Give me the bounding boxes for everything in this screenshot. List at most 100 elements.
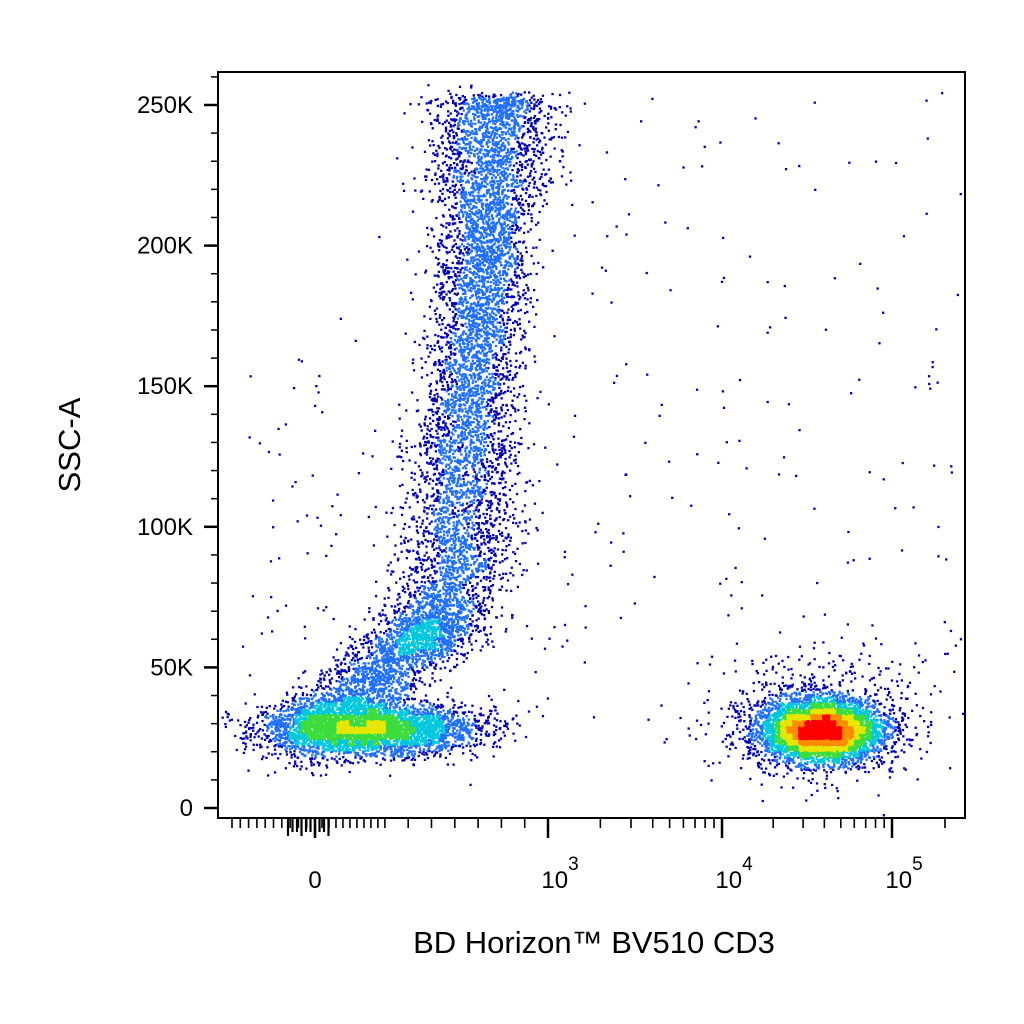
event-dot bbox=[242, 732, 244, 734]
event-dot bbox=[493, 554, 495, 556]
event-dot bbox=[548, 105, 550, 107]
event-dot bbox=[280, 703, 282, 705]
event-dot bbox=[317, 686, 319, 688]
event-dot bbox=[535, 527, 537, 529]
event-dot bbox=[449, 191, 451, 193]
event-dot bbox=[523, 232, 525, 234]
event-dot bbox=[526, 298, 528, 300]
event-dot bbox=[416, 529, 418, 531]
event-dot bbox=[408, 526, 410, 528]
event-dot bbox=[668, 461, 670, 463]
event-dot bbox=[434, 310, 436, 312]
event-dot bbox=[432, 251, 434, 253]
event-dot bbox=[878, 342, 880, 344]
event-dot bbox=[263, 733, 265, 735]
event-dot bbox=[438, 423, 440, 425]
event-dot bbox=[502, 425, 504, 427]
event-dot bbox=[456, 227, 458, 229]
event-dot bbox=[781, 660, 783, 662]
event-dot bbox=[507, 533, 509, 535]
event-dot bbox=[726, 746, 728, 748]
event-dot bbox=[325, 685, 327, 687]
event-dot bbox=[441, 381, 443, 383]
event-dot bbox=[455, 132, 457, 134]
event-dot bbox=[947, 653, 949, 655]
event-dot bbox=[539, 178, 541, 180]
event-dot bbox=[533, 138, 535, 140]
event-dot bbox=[452, 131, 454, 133]
event-dot bbox=[245, 702, 247, 704]
event-dot bbox=[446, 304, 448, 306]
event-dot bbox=[249, 674, 251, 676]
event-dot bbox=[517, 263, 519, 265]
event-dot bbox=[423, 315, 425, 317]
event-dot bbox=[896, 734, 898, 736]
event-dot bbox=[505, 628, 507, 630]
event-dot bbox=[510, 414, 512, 416]
event-dot bbox=[528, 104, 530, 106]
event-dot bbox=[769, 326, 771, 328]
event-dot bbox=[395, 582, 397, 584]
event-dot bbox=[447, 132, 449, 134]
event-dot bbox=[483, 614, 485, 616]
event-dot bbox=[739, 715, 741, 717]
event-dot bbox=[474, 720, 476, 722]
event-dot bbox=[832, 666, 834, 668]
event-dot bbox=[530, 255, 532, 257]
event-dot bbox=[470, 643, 472, 645]
event-dot bbox=[660, 704, 662, 706]
event-dot bbox=[249, 736, 251, 738]
event-dot bbox=[475, 576, 477, 578]
event-dot bbox=[809, 678, 811, 680]
event-dot bbox=[456, 322, 458, 324]
event-dot bbox=[493, 731, 495, 733]
event-dot bbox=[704, 146, 706, 148]
event-dot bbox=[252, 724, 254, 726]
event-dot bbox=[516, 285, 518, 287]
event-dot bbox=[527, 231, 529, 233]
event-dot bbox=[522, 385, 524, 387]
event-dot bbox=[222, 717, 224, 719]
event-dot bbox=[354, 628, 356, 630]
event-dot bbox=[481, 645, 483, 647]
event-dot bbox=[363, 636, 365, 638]
event-dot bbox=[592, 201, 594, 203]
event-dot bbox=[437, 698, 439, 700]
event-dot bbox=[880, 687, 882, 689]
event-dot bbox=[486, 608, 488, 610]
event-dot bbox=[534, 105, 536, 107]
event-dot bbox=[894, 507, 896, 509]
event-dot bbox=[502, 519, 504, 521]
event-dot bbox=[816, 582, 818, 584]
event-dot bbox=[915, 693, 917, 695]
event-dot bbox=[432, 458, 434, 460]
event-dot bbox=[434, 334, 436, 336]
event-dot bbox=[494, 449, 496, 451]
event-dot bbox=[503, 383, 505, 385]
event-dot bbox=[488, 529, 490, 531]
event-dot bbox=[421, 472, 423, 474]
event-dot bbox=[565, 115, 567, 117]
event-dot bbox=[436, 407, 438, 409]
event-dot bbox=[406, 583, 408, 585]
event-dot bbox=[520, 351, 522, 353]
event-dot bbox=[519, 563, 521, 565]
event-dot bbox=[509, 489, 511, 491]
event-dot bbox=[404, 542, 406, 544]
event-dot bbox=[545, 191, 547, 193]
event-dot bbox=[506, 322, 508, 324]
event-dot bbox=[439, 426, 441, 428]
event-dot bbox=[467, 652, 469, 654]
event-dot bbox=[525, 736, 527, 738]
event-dot bbox=[756, 751, 758, 753]
event-dot bbox=[505, 549, 507, 551]
event-dot bbox=[427, 425, 429, 427]
event-dot bbox=[420, 96, 422, 98]
event-dot bbox=[326, 671, 328, 673]
event-dot bbox=[484, 633, 486, 635]
event-dot bbox=[426, 475, 428, 477]
event-dot bbox=[455, 203, 457, 205]
event-dot bbox=[425, 416, 427, 418]
event-dot bbox=[534, 171, 536, 173]
event-dot bbox=[533, 202, 535, 204]
